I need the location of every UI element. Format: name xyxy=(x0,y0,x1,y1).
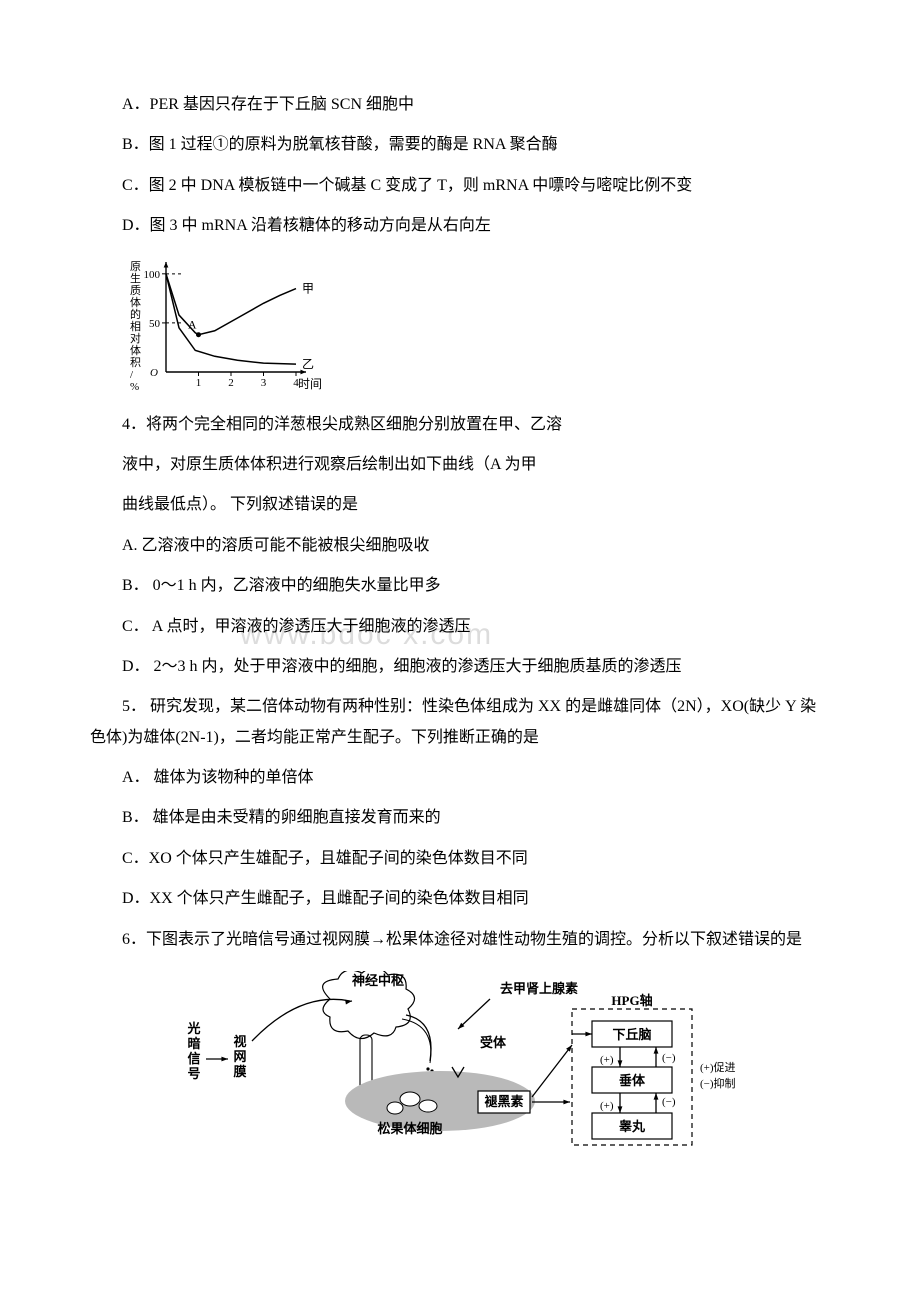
svg-text:网: 网 xyxy=(233,1049,246,1064)
svg-text:体: 体 xyxy=(130,295,141,309)
svg-text:(−)抑制: (−)抑制 xyxy=(700,1076,736,1090)
svg-text:(−): (−) xyxy=(662,1052,676,1064)
q6-diagram: 光暗信号 视网膜 神经中枢松果体细胞 去甲肾上腺素受体褪黑素 HPG轴下丘脑垂体睾丸 (+… xyxy=(180,971,740,1172)
svg-text:下丘脑: 下丘脑 xyxy=(612,1027,651,1042)
svg-text:睾丸: 睾丸 xyxy=(619,1119,646,1134)
q5-option-a: A． 雄体为该物种的单倍体 xyxy=(90,763,830,793)
svg-text:信: 信 xyxy=(187,1051,200,1066)
svg-text:对: 对 xyxy=(130,331,141,345)
q4-option-d: D． 2～3 h 内，处于甲溶液中的细胞，细胞液的渗透压大于细胞质基质的渗透压 xyxy=(90,652,830,682)
svg-text:乙: 乙 xyxy=(302,357,314,371)
svg-text:(+): (+) xyxy=(600,1054,614,1066)
svg-text:光: 光 xyxy=(186,1021,200,1036)
svg-text:褪黑素: 褪黑素 xyxy=(484,1094,523,1109)
svg-text:100: 100 xyxy=(144,268,161,280)
q4-chart-svg: O501001234时间/h原生质体的相对体积/%A甲乙 xyxy=(122,256,322,396)
svg-text:暗: 暗 xyxy=(187,1036,200,1051)
svg-text:相: 相 xyxy=(130,320,141,333)
svg-text:去甲肾上腺素: 去甲肾上腺素 xyxy=(500,981,578,996)
svg-text:/: / xyxy=(130,369,134,381)
svg-text:的: 的 xyxy=(130,307,141,321)
svg-text:3: 3 xyxy=(261,377,267,389)
q6-stem: 6．下图表示了光暗信号通过视网膜→松果体途径对雄性动物生殖的调控。分析以下叙述错… xyxy=(90,925,830,955)
svg-text:1: 1 xyxy=(196,377,202,389)
svg-text:A: A xyxy=(188,317,197,331)
svg-text:松果体细胞: 松果体细胞 xyxy=(377,1121,442,1136)
q3-option-b: B．图 1 过程①的原料为脱氧核苷酸，需要的酶是 RNA 聚合酶 xyxy=(90,130,830,160)
svg-text:%: % xyxy=(130,381,139,393)
q5-option-c: C．XO 个体只产生雄配子，且雄配子间的染色体数目不同 xyxy=(90,844,830,874)
svg-text:受体: 受体 xyxy=(480,1035,507,1050)
q4-chart: O501001234时间/h原生质体的相对体积/%A甲乙 xyxy=(122,256,830,396)
q3-option-c: C．图 2 中 DNA 模板链中一个碱基 C 变成了 T，则 mRNA 中嘌呤与… xyxy=(90,171,830,201)
q4-option-a: A. 乙溶液中的溶质可能不能被根尖细胞吸收 xyxy=(90,531,830,561)
svg-text:体: 体 xyxy=(130,343,141,357)
svg-text:HPG轴: HPG轴 xyxy=(611,993,652,1008)
svg-text:神经中枢: 神经中枢 xyxy=(352,973,404,988)
svg-text:2: 2 xyxy=(228,377,234,389)
q4-option-b: B． 0～1 h 内，乙溶液中的细胞失水量比甲多 xyxy=(90,571,830,601)
svg-text:(+)促进: (+)促进 xyxy=(700,1060,736,1074)
svg-text:垂体: 垂体 xyxy=(619,1073,646,1088)
q4-stem-line2: 液中，对原生质体体积进行观察后绘制出如下曲线（A 为甲 xyxy=(90,450,830,480)
q4-stem-line1: 4．将两个完全相同的洋葱根尖成熟区细胞分别放置在甲、乙溶 xyxy=(90,410,830,440)
svg-text:原: 原 xyxy=(130,261,141,273)
q3-option-d: D．图 3 中 mRNA 沿着核糖体的移动方向是从右向左 xyxy=(90,211,830,241)
svg-text:膜: 膜 xyxy=(233,1064,246,1079)
svg-text:(−): (−) xyxy=(662,1096,676,1108)
svg-text:甲: 甲 xyxy=(302,281,314,295)
svg-text:生: 生 xyxy=(130,271,141,285)
svg-text:时间/h: 时间/h xyxy=(298,377,322,391)
q5-option-b: B． 雄体是由未受精的卵细胞直接发育而来的 xyxy=(90,803,830,833)
svg-text:(+): (+) xyxy=(600,1100,614,1112)
q5-stem: 5． 研究发现，某二倍体动物有两种性别：性染色体组成为 XX 的是雌雄同体（2N… xyxy=(90,692,830,753)
q3-option-a: A．PER 基因只存在于下丘脑 SCN 细胞中 xyxy=(90,90,830,120)
svg-text:O: O xyxy=(150,367,158,379)
svg-text:号: 号 xyxy=(187,1066,200,1081)
svg-text:积: 积 xyxy=(130,356,141,369)
q5-option-d: D．XX 个体只产生雌配子，且雌配子间的染色体数目相同 xyxy=(90,884,830,914)
svg-text:视: 视 xyxy=(233,1034,246,1049)
svg-text:50: 50 xyxy=(149,317,161,329)
q6-diagram-svg: 光暗信号 视网膜 神经中枢松果体细胞 去甲肾上腺素受体褪黑素 HPG轴下丘脑垂体睾丸 (+… xyxy=(180,971,740,1161)
q4-option-c: C． A 点时，甲溶液的渗透压大于细胞液的渗透压 xyxy=(90,612,830,642)
svg-text:质: 质 xyxy=(130,284,141,297)
q4-stem-line3: 曲线最低点）。 下列叙述错误的是 xyxy=(90,490,830,520)
